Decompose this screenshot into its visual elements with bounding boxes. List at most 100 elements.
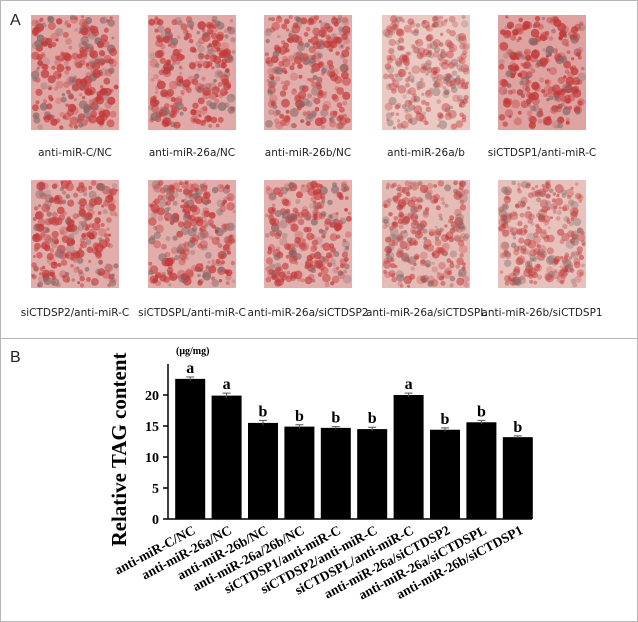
cell: [328, 214, 333, 219]
cell: [68, 76, 76, 83]
cell: [225, 269, 233, 277]
cell: [404, 61, 410, 67]
cell: [310, 267, 317, 274]
cell: [459, 99, 465, 104]
cell: [272, 50, 280, 58]
cell: [341, 25, 351, 35]
cell: [502, 121, 508, 127]
cell: [79, 243, 84, 248]
cell: [546, 17, 553, 24]
cell: [445, 235, 450, 240]
cell: [297, 18, 304, 24]
cell: [170, 104, 174, 108]
bar: [320, 427, 351, 519]
cell: [345, 245, 350, 250]
cell: [519, 90, 526, 97]
cell: [62, 275, 70, 283]
cell: [51, 278, 60, 287]
cell: [432, 70, 437, 76]
cell: [422, 228, 428, 234]
cell: [561, 38, 569, 46]
cell: [99, 17, 106, 23]
cell: [218, 52, 225, 59]
image-caption: anti-miR-26a/NC: [149, 147, 235, 159]
cell: [267, 244, 276, 252]
cell: [285, 115, 291, 120]
cell: [201, 33, 211, 42]
cell: [559, 94, 567, 102]
cell: [99, 16, 108, 24]
cell: [577, 98, 585, 107]
cell: [98, 71, 104, 77]
cell: [287, 36, 295, 44]
cell: [396, 274, 405, 282]
cell: [53, 239, 60, 245]
cell: [217, 243, 223, 249]
cell: [399, 284, 404, 288]
cell: [566, 98, 572, 104]
cell: [561, 25, 569, 33]
cell: [512, 65, 518, 71]
cell: [204, 54, 210, 60]
cell: [226, 250, 231, 255]
cell: [545, 193, 551, 199]
cell: [501, 203, 509, 211]
cell: [288, 15, 293, 20]
cell: [545, 93, 550, 97]
cell: [401, 197, 410, 206]
cell: [341, 16, 349, 24]
cell: [45, 114, 52, 121]
cell: [397, 281, 403, 287]
cell: [163, 66, 171, 75]
cell: [169, 80, 178, 90]
cell: [454, 236, 460, 242]
cell: [182, 188, 191, 196]
cell: [67, 233, 75, 241]
cell: [104, 59, 110, 64]
cell: [537, 248, 545, 256]
cell: [155, 224, 164, 234]
cell: [332, 262, 337, 267]
cell: [413, 28, 419, 34]
cell: [153, 277, 159, 283]
cell: [211, 15, 218, 22]
cell: [106, 217, 112, 223]
cell: [543, 92, 548, 98]
cell: [507, 196, 511, 200]
cell: [288, 33, 293, 38]
cell: [76, 186, 81, 192]
cell: [314, 260, 323, 269]
cell: [201, 210, 209, 218]
cell: [97, 69, 103, 75]
cell: [300, 184, 309, 193]
cell: [103, 233, 109, 239]
cell: [425, 263, 430, 268]
cell: [89, 203, 94, 209]
cell: [334, 224, 341, 231]
cell: [220, 62, 227, 69]
cell: [457, 98, 465, 106]
cell: [448, 44, 458, 53]
cell: [580, 66, 585, 71]
cell: [437, 231, 442, 236]
cell: [404, 113, 413, 121]
cell: [530, 28, 540, 38]
cell: [435, 205, 441, 211]
cell: [342, 91, 351, 100]
cell: [391, 23, 399, 31]
cell: [81, 220, 88, 228]
cell: [162, 36, 170, 44]
cell: [224, 34, 229, 39]
cell: [389, 22, 398, 30]
cell: [572, 32, 578, 39]
cell: [451, 70, 458, 76]
cell: [149, 203, 154, 208]
cell: [281, 262, 289, 270]
y-tick-label: 0: [152, 513, 159, 528]
cell: [212, 26, 219, 33]
cell: [225, 274, 232, 281]
cell: [388, 239, 396, 247]
cell: [153, 225, 158, 231]
cell: [501, 241, 510, 249]
cell: [285, 254, 290, 259]
